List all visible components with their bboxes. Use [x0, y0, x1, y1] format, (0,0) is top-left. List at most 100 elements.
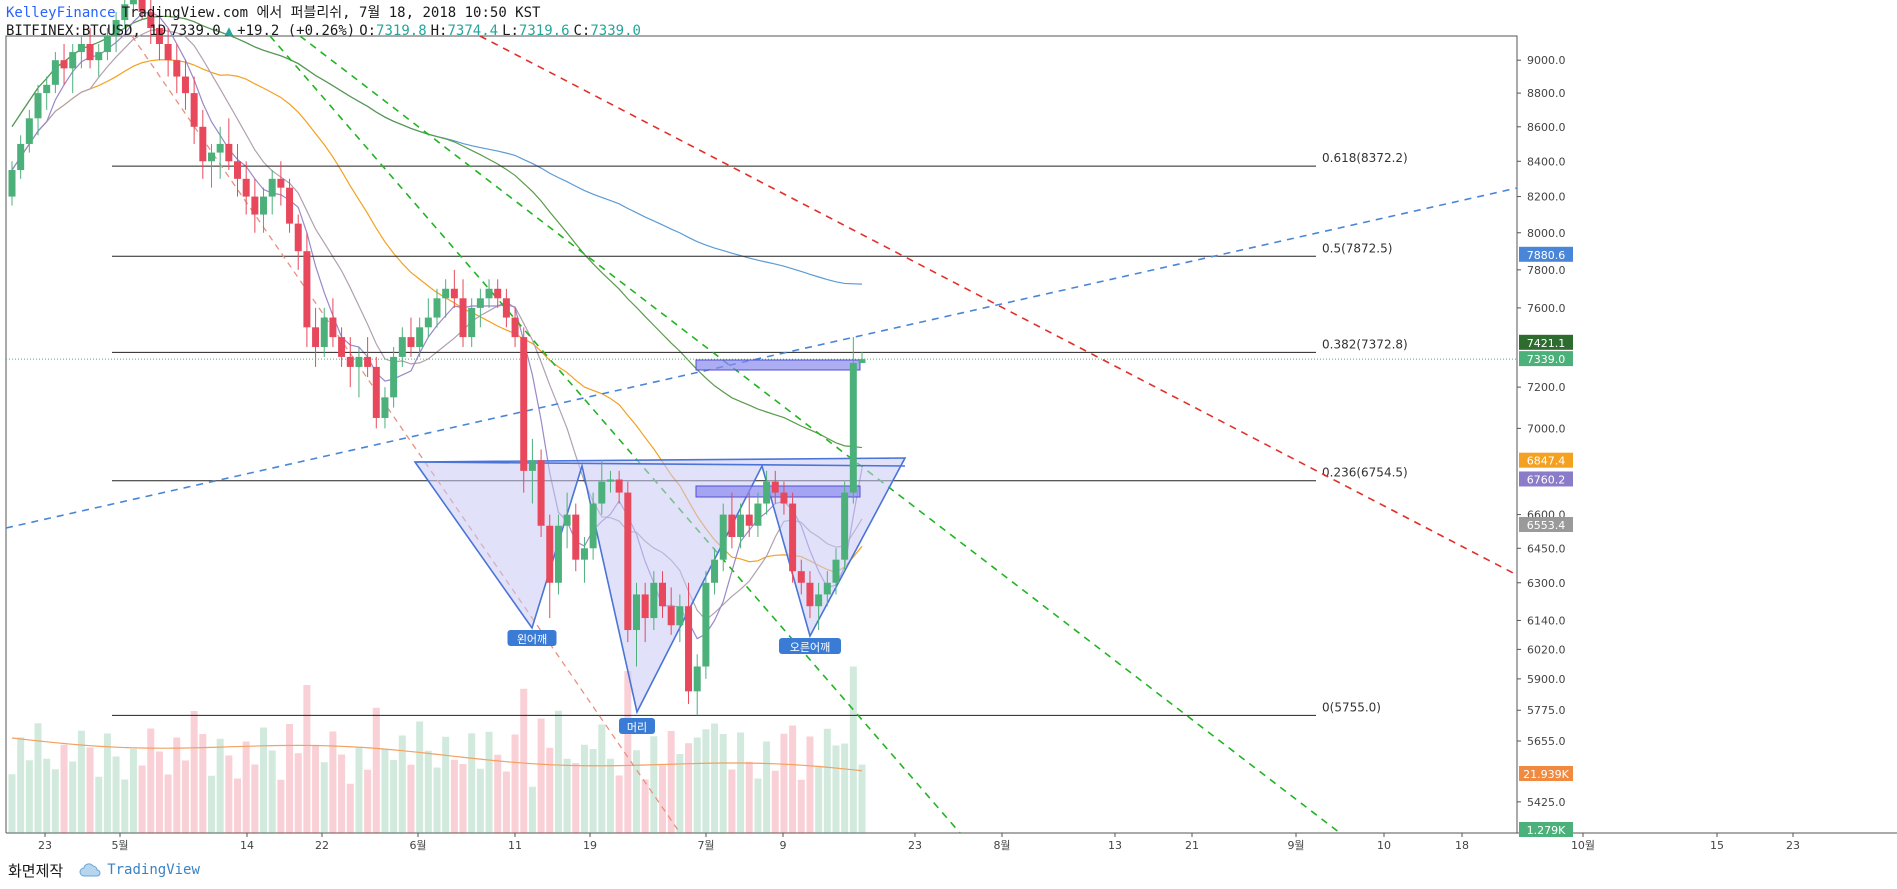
trendline-green-lower	[299, 35, 1341, 834]
volume-bar	[511, 734, 519, 833]
candle-body	[242, 178, 250, 197]
volume-bar	[346, 783, 354, 833]
candle-body	[268, 178, 276, 197]
volume-bar	[771, 770, 779, 833]
volume-bar	[780, 733, 788, 833]
candle-body	[511, 317, 519, 338]
candle-body	[815, 594, 823, 607]
candle-body	[676, 606, 684, 626]
volume-bar	[303, 685, 311, 833]
volume-bar	[858, 764, 866, 833]
time-axis-area	[0, 833, 1897, 855]
price-tag-bg	[1519, 452, 1573, 468]
pattern-label-bg	[507, 630, 557, 646]
candle-body	[624, 492, 632, 631]
candle-body	[303, 251, 311, 328]
fib-label: 0.5(7872.5)	[1322, 241, 1392, 255]
candle-body	[823, 582, 831, 595]
price-chart[interactable]: 9000.0 8800.0 8600.0 8400.0 8200.0 8000.0 7800…	[0, 0, 1897, 855]
candle-body	[69, 52, 77, 69]
volume-bar	[442, 736, 450, 833]
volume-bar	[390, 760, 398, 833]
y-tick-label: 7600.0	[1527, 302, 1566, 315]
volume-bar	[424, 750, 432, 833]
candle-body	[546, 525, 554, 583]
volume-bar	[459, 764, 467, 833]
x-tick-label: 23	[908, 839, 922, 852]
price-tag: 6553.4	[1527, 519, 1566, 532]
candle-body	[17, 143, 25, 171]
volume-bar	[849, 666, 857, 833]
publisher-name[interactable]: KelleyFinance	[6, 5, 116, 21]
high-label: H:	[430, 23, 448, 39]
volume-bar	[207, 775, 215, 833]
candle-body	[416, 327, 424, 347]
volume-bar	[77, 730, 85, 833]
volume-bar	[199, 734, 207, 833]
open-value: 7319.8	[376, 23, 427, 39]
y-tick-label: 8600.0	[1527, 121, 1566, 134]
volume-bar	[338, 754, 346, 833]
volume-bar	[260, 727, 268, 833]
volume-bar	[641, 779, 649, 833]
volume-bar	[234, 778, 242, 833]
candle-body	[832, 559, 840, 583]
volume-bar	[719, 734, 727, 833]
volume-bar	[494, 754, 502, 833]
x-tick-label: 19	[583, 839, 597, 852]
volume-bar	[398, 735, 406, 833]
trendline-salmon	[131, 35, 681, 834]
volume-bar	[502, 771, 510, 833]
candle-body	[563, 514, 571, 526]
candle-body	[121, 4, 129, 21]
candle-body	[164, 44, 172, 61]
candle-body	[138, 0, 146, 13]
tradingview-brand[interactable]: TradingView	[79, 862, 200, 878]
volume-bar	[589, 749, 597, 833]
price-tag: 7339.0	[1527, 353, 1566, 366]
price-tag-bg	[1519, 351, 1573, 367]
volume-bar	[216, 738, 224, 833]
candle-body	[745, 514, 753, 526]
candle-body	[606, 479, 614, 482]
volume-bar	[242, 741, 250, 833]
candle-body	[277, 178, 285, 188]
candle-body	[849, 362, 857, 493]
y-tick-label: 6020.0	[1527, 643, 1566, 656]
fib-label: 0.382(7372.8)	[1322, 337, 1408, 351]
candle-body	[407, 337, 415, 347]
volume-bar	[806, 736, 814, 833]
volume-bar	[112, 756, 120, 833]
volume-bar	[702, 729, 710, 833]
volume-bar	[320, 762, 328, 833]
x-tick-label: 13	[1108, 839, 1122, 852]
y-tick-label: 8200.0	[1527, 191, 1566, 204]
volume-bar	[329, 731, 337, 833]
candle-body	[34, 93, 42, 119]
price-tag: 7421.1	[1527, 337, 1566, 350]
volume-bar	[797, 779, 805, 833]
volume-bar	[615, 775, 623, 833]
x-axis-ticks: 23 5월 14 22 6월 11 19 7월 9 23 8월 13 21 9월 10 18 10월 15 23	[38, 833, 1800, 852]
y-tick-label: 7200.0	[1527, 381, 1566, 394]
volume-bar	[598, 724, 606, 833]
tradingview-label: TradingView	[107, 862, 200, 878]
footer: 화면제작 TradingView	[8, 858, 200, 882]
y-tick-label: 6450.0	[1527, 542, 1566, 555]
volume-bar	[34, 723, 42, 833]
candle-body	[485, 288, 493, 299]
candle-body	[754, 503, 762, 526]
x-tick-label: 6월	[409, 839, 426, 852]
candle-body	[641, 594, 649, 619]
y-tick-label: 9000.0	[1527, 54, 1566, 67]
volume-bar	[606, 758, 614, 833]
volume-bar	[841, 743, 849, 833]
volume-bar	[485, 731, 493, 833]
price-tag-bg	[1519, 766, 1573, 781]
plot-area	[5, 35, 1518, 834]
candle-body	[216, 143, 224, 153]
volume-bar	[650, 736, 658, 833]
price-tag: 6760.2	[1527, 473, 1566, 486]
chart-header: KelleyFinance TradingView.com 에서 퍼블리쉬, 7…	[6, 4, 641, 40]
symbol-label[interactable]: BITFINEX:BTCUSD, 1D	[6, 23, 167, 39]
